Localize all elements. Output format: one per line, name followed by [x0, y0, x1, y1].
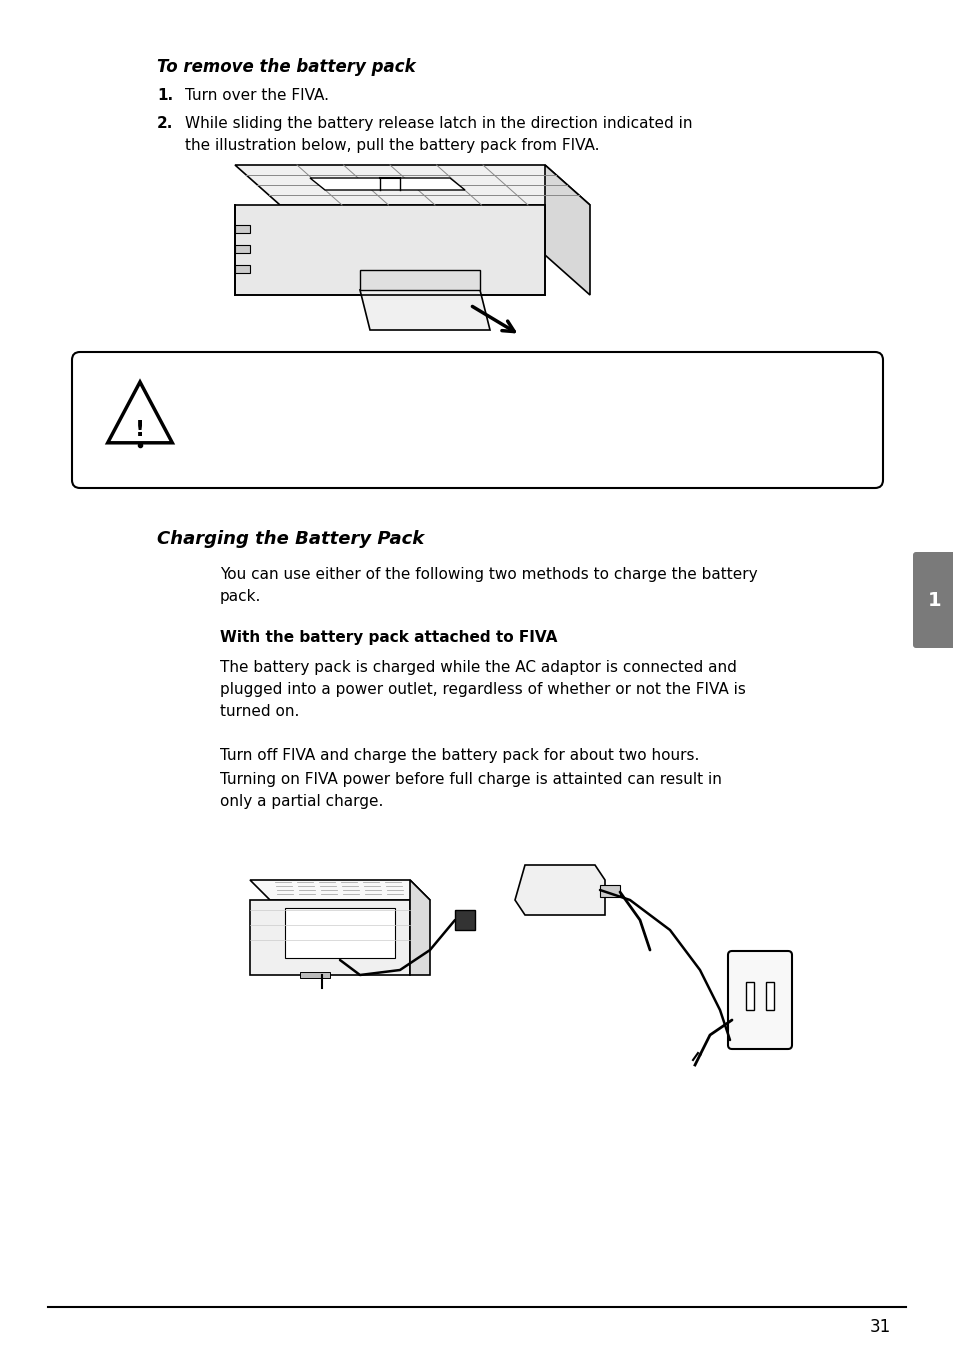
Polygon shape [108, 383, 172, 443]
Bar [234, 245, 250, 253]
Text: !: ! [134, 420, 145, 439]
Text: pull it from FIVA. Dropping the battery pack can cause it to fall: pull it from FIVA. Dropping the battery … [200, 404, 740, 419]
Bar [745, 982, 753, 1010]
Text: turned on.: turned on. [220, 704, 299, 719]
Text: Turn off FIVA and charge the battery pack for about two hours.: Turn off FIVA and charge the battery pac… [220, 748, 699, 763]
Bar [299, 972, 330, 977]
FancyBboxPatch shape [912, 552, 953, 648]
Text: the illustration below, pull the battery pack from FIVA.: the illustration below, pull the battery… [185, 138, 598, 153]
Polygon shape [515, 865, 604, 915]
Text: pack.: pack. [220, 589, 261, 604]
Text: 1.: 1. [157, 88, 172, 103]
Polygon shape [234, 206, 544, 295]
Polygon shape [250, 900, 410, 975]
Text: Turn over the FIVA.: Turn over the FIVA. [185, 88, 329, 103]
Text: With the battery pack attached to FIVA: With the battery pack attached to FIVA [220, 630, 557, 645]
Text: Charging the Battery Pack: Charging the Battery Pack [157, 530, 424, 548]
Bar [234, 265, 250, 273]
Text: To remove the battery pack: To remove the battery pack [157, 58, 416, 76]
Polygon shape [359, 270, 479, 289]
Text: Turning on FIVA power before full charge is attainted can result in: Turning on FIVA power before full charge… [220, 772, 721, 787]
Text: 31: 31 [868, 1318, 890, 1336]
Bar [599, 886, 619, 896]
FancyBboxPatch shape [727, 950, 791, 1049]
Text: on your foot or otherwise cause personal injury.: on your foot or otherwise cause personal… [200, 430, 612, 445]
Polygon shape [250, 880, 430, 900]
Bar [455, 910, 475, 930]
Text: plugged into a power outlet, regardless of whether or not the FIVA is: plugged into a power outlet, regardless … [220, 681, 745, 698]
Text: The battery pack is charged while the AC adaptor is connected and: The battery pack is charged while the AC… [220, 660, 736, 675]
Polygon shape [310, 178, 464, 191]
Polygon shape [359, 289, 490, 330]
Text: You can use either of the following two methods to charge the battery: You can use either of the following two … [220, 566, 757, 581]
Bar [285, 909, 395, 959]
Text: 2.: 2. [157, 116, 173, 131]
FancyBboxPatch shape [71, 352, 882, 488]
Polygon shape [410, 880, 430, 975]
Text: Make sure you have a firm grasp of the battery pack when you: Make sure you have a firm grasp of the b… [200, 379, 740, 393]
Text: 1: 1 [927, 591, 941, 610]
Text: While sliding the battery release latch in the direction indicated in: While sliding the battery release latch … [185, 116, 692, 131]
Polygon shape [544, 165, 589, 295]
Polygon shape [234, 165, 589, 206]
Bar [765, 982, 773, 1010]
Text: only a partial charge.: only a partial charge. [220, 794, 383, 808]
Bar [234, 224, 250, 233]
